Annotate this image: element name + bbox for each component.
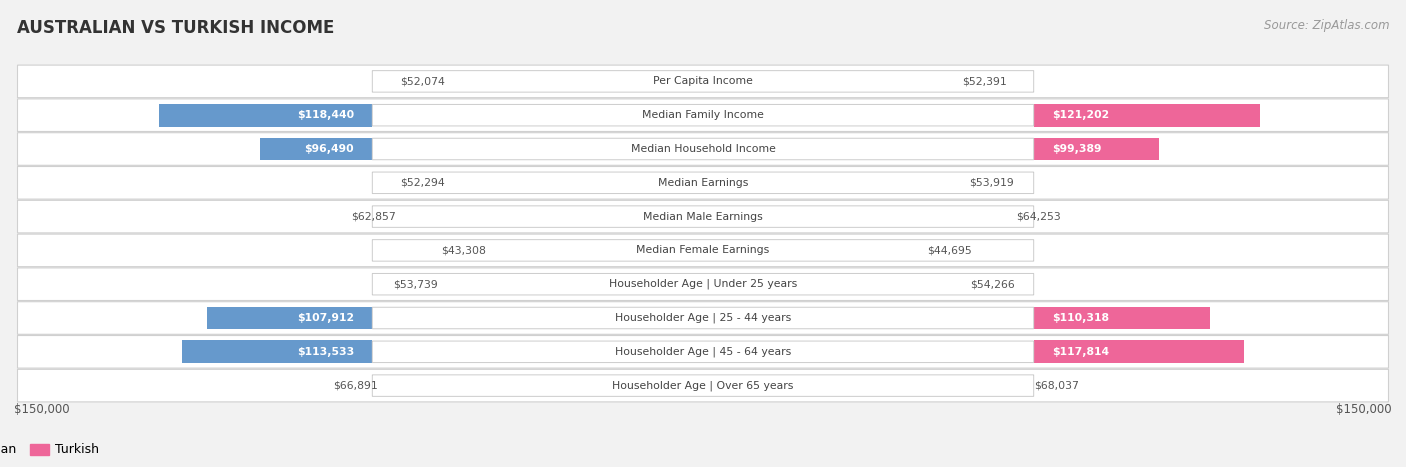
Text: $66,891: $66,891 (333, 381, 377, 390)
Text: $52,074: $52,074 (401, 77, 446, 86)
FancyBboxPatch shape (17, 65, 1389, 98)
Text: $52,391: $52,391 (962, 77, 1007, 86)
FancyBboxPatch shape (373, 172, 1033, 193)
FancyBboxPatch shape (17, 234, 1389, 267)
Text: $54,266: $54,266 (970, 279, 1015, 289)
Text: Source: ZipAtlas.com: Source: ZipAtlas.com (1264, 19, 1389, 32)
Text: $121,202: $121,202 (1052, 110, 1109, 120)
Text: Median Earnings: Median Earnings (658, 178, 748, 188)
FancyBboxPatch shape (373, 71, 1033, 92)
Text: Median Male Earnings: Median Male Earnings (643, 212, 763, 222)
FancyBboxPatch shape (373, 138, 1033, 160)
FancyBboxPatch shape (17, 302, 1389, 334)
FancyBboxPatch shape (373, 105, 1033, 126)
Text: $53,739: $53,739 (394, 279, 437, 289)
Text: AUSTRALIAN VS TURKISH INCOME: AUSTRALIAN VS TURKISH INCOME (17, 19, 335, 37)
FancyBboxPatch shape (373, 240, 1033, 261)
FancyBboxPatch shape (17, 200, 1389, 233)
Bar (159, 104, 373, 127)
Text: Median Family Income: Median Family Income (643, 110, 763, 120)
Text: $96,490: $96,490 (304, 144, 354, 154)
Text: Median Female Earnings: Median Female Earnings (637, 245, 769, 255)
Text: Householder Age | Under 25 years: Householder Age | Under 25 years (609, 279, 797, 290)
Text: $150,000: $150,000 (14, 403, 70, 417)
FancyBboxPatch shape (17, 99, 1389, 132)
FancyBboxPatch shape (373, 307, 1033, 329)
FancyBboxPatch shape (373, 375, 1033, 396)
Text: Per Capita Income: Per Capita Income (652, 77, 754, 86)
Text: $150,000: $150,000 (1336, 403, 1392, 417)
Text: $64,253: $64,253 (1017, 212, 1062, 222)
FancyBboxPatch shape (17, 335, 1389, 368)
Text: $43,308: $43,308 (441, 245, 485, 255)
FancyBboxPatch shape (17, 133, 1389, 165)
Text: $117,814: $117,814 (1052, 347, 1109, 357)
Bar (1033, 306, 1209, 330)
Bar (1033, 137, 1160, 161)
Text: $113,533: $113,533 (297, 347, 354, 357)
Bar (1033, 340, 1244, 363)
Text: Householder Age | 45 - 64 years: Householder Age | 45 - 64 years (614, 347, 792, 357)
FancyBboxPatch shape (373, 206, 1033, 227)
Bar (181, 340, 373, 363)
Text: $62,857: $62,857 (352, 212, 396, 222)
Text: $107,912: $107,912 (297, 313, 354, 323)
FancyBboxPatch shape (373, 341, 1033, 362)
Text: Householder Age | Over 65 years: Householder Age | Over 65 years (612, 380, 794, 391)
Bar (207, 306, 373, 330)
Bar (1033, 104, 1260, 127)
Text: Median Household Income: Median Household Income (630, 144, 776, 154)
Text: $118,440: $118,440 (297, 110, 354, 120)
Bar (260, 137, 373, 161)
Text: $53,919: $53,919 (969, 178, 1014, 188)
FancyBboxPatch shape (373, 274, 1033, 295)
FancyBboxPatch shape (17, 268, 1389, 300)
Text: $99,389: $99,389 (1052, 144, 1101, 154)
Text: $44,695: $44,695 (927, 245, 972, 255)
Text: Householder Age | 25 - 44 years: Householder Age | 25 - 44 years (614, 313, 792, 323)
FancyBboxPatch shape (17, 369, 1389, 402)
Text: $52,294: $52,294 (399, 178, 444, 188)
FancyBboxPatch shape (17, 167, 1389, 199)
Text: $110,318: $110,318 (1052, 313, 1109, 323)
Text: $68,037: $68,037 (1033, 381, 1078, 390)
Legend: Australian, Turkish: Australian, Turkish (0, 439, 104, 461)
